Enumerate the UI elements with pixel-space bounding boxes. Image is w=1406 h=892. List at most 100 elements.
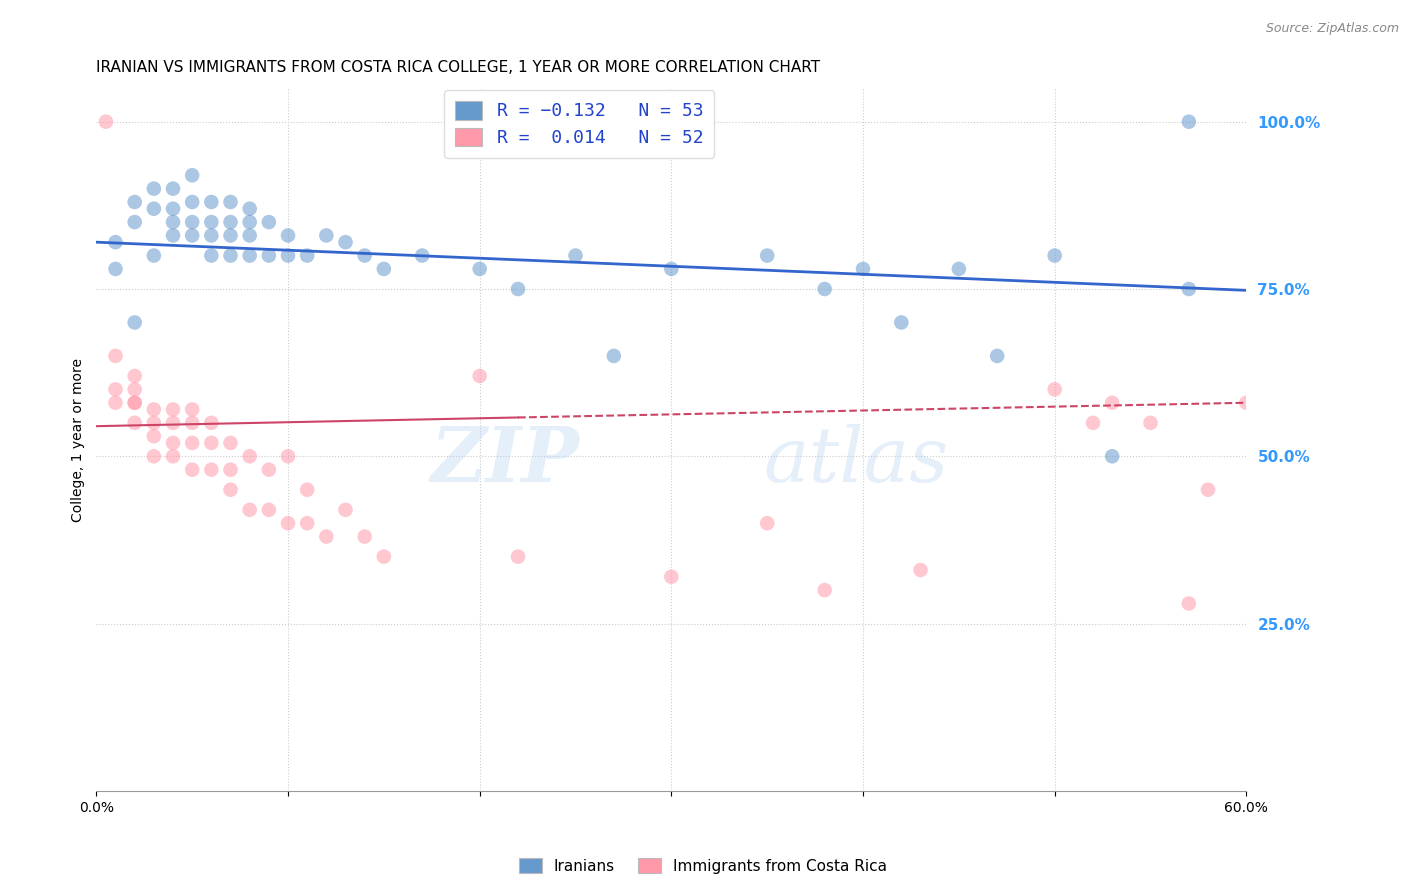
Point	[1197, 483, 1219, 497]
Point	[603, 349, 626, 363]
Point	[94, 114, 117, 128]
Point	[814, 583, 837, 598]
Point	[162, 416, 184, 430]
Point	[181, 228, 204, 243]
Point	[411, 248, 433, 262]
Point	[104, 235, 127, 249]
Point	[335, 503, 357, 517]
Point	[756, 248, 779, 262]
Point	[181, 215, 204, 229]
Point	[1043, 383, 1066, 397]
Point	[353, 248, 375, 262]
Point	[277, 516, 299, 531]
Point	[104, 349, 127, 363]
Legend: Iranians, Immigrants from Costa Rica: Iranians, Immigrants from Costa Rica	[513, 852, 893, 880]
Point	[219, 228, 242, 243]
Point	[1043, 248, 1066, 262]
Point	[162, 450, 184, 464]
Point	[124, 383, 146, 397]
Point	[124, 396, 146, 410]
Point	[1139, 416, 1161, 430]
Point	[659, 570, 682, 584]
Point	[1234, 396, 1257, 410]
Point	[257, 503, 280, 517]
Point	[335, 235, 357, 249]
Point	[315, 530, 337, 544]
Point	[756, 516, 779, 531]
Point	[142, 416, 165, 430]
Point	[506, 282, 529, 296]
Point	[1101, 396, 1123, 410]
Point	[315, 228, 337, 243]
Point	[219, 215, 242, 229]
Point	[124, 369, 146, 384]
Point	[986, 349, 1008, 363]
Point	[142, 248, 165, 262]
Point	[1101, 450, 1123, 464]
Point	[219, 436, 242, 450]
Point	[200, 416, 222, 430]
Point	[142, 202, 165, 216]
Point	[295, 248, 318, 262]
Text: atlas: atlas	[763, 424, 949, 498]
Point	[277, 228, 299, 243]
Text: Source: ZipAtlas.com: Source: ZipAtlas.com	[1265, 22, 1399, 36]
Point	[948, 261, 970, 276]
Point	[200, 215, 222, 229]
Point	[124, 396, 146, 410]
Point	[124, 315, 146, 329]
Point	[200, 194, 222, 209]
Point	[373, 549, 395, 564]
Point	[506, 549, 529, 564]
Point	[162, 228, 184, 243]
Point	[890, 315, 912, 329]
Point	[142, 402, 165, 417]
Point	[852, 261, 875, 276]
Point	[910, 563, 932, 577]
Point	[181, 436, 204, 450]
Point	[162, 202, 184, 216]
Text: IRANIAN VS IMMIGRANTS FROM COSTA RICA COLLEGE, 1 YEAR OR MORE CORRELATION CHART: IRANIAN VS IMMIGRANTS FROM COSTA RICA CO…	[97, 60, 821, 75]
Point	[181, 168, 204, 182]
Point	[277, 450, 299, 464]
Text: ZIP: ZIP	[430, 424, 579, 498]
Point	[1178, 114, 1201, 128]
Point	[257, 215, 280, 229]
Point	[181, 416, 204, 430]
Point	[239, 228, 262, 243]
Point	[468, 261, 491, 276]
Point	[104, 383, 127, 397]
Point	[277, 248, 299, 262]
Point	[257, 463, 280, 477]
Point	[200, 248, 222, 262]
Point	[142, 429, 165, 443]
Point	[659, 261, 682, 276]
Point	[219, 248, 242, 262]
Point	[468, 369, 491, 384]
Point	[239, 450, 262, 464]
Point	[257, 248, 280, 262]
Point	[181, 463, 204, 477]
Point	[1178, 597, 1201, 611]
Point	[200, 228, 222, 243]
Point	[162, 215, 184, 229]
Point	[239, 248, 262, 262]
Point	[124, 416, 146, 430]
Point	[104, 261, 127, 276]
Point	[814, 282, 837, 296]
Point	[162, 402, 184, 417]
Point	[200, 463, 222, 477]
Point	[239, 503, 262, 517]
Point	[124, 215, 146, 229]
Y-axis label: College, 1 year or more: College, 1 year or more	[72, 358, 86, 522]
Point	[219, 463, 242, 477]
Point	[124, 194, 146, 209]
Point	[239, 215, 262, 229]
Point	[295, 516, 318, 531]
Point	[564, 248, 586, 262]
Point	[181, 402, 204, 417]
Legend: R = −0.132   N = 53, R =  0.014   N = 52: R = −0.132 N = 53, R = 0.014 N = 52	[444, 90, 714, 158]
Point	[200, 436, 222, 450]
Point	[219, 194, 242, 209]
Point	[142, 450, 165, 464]
